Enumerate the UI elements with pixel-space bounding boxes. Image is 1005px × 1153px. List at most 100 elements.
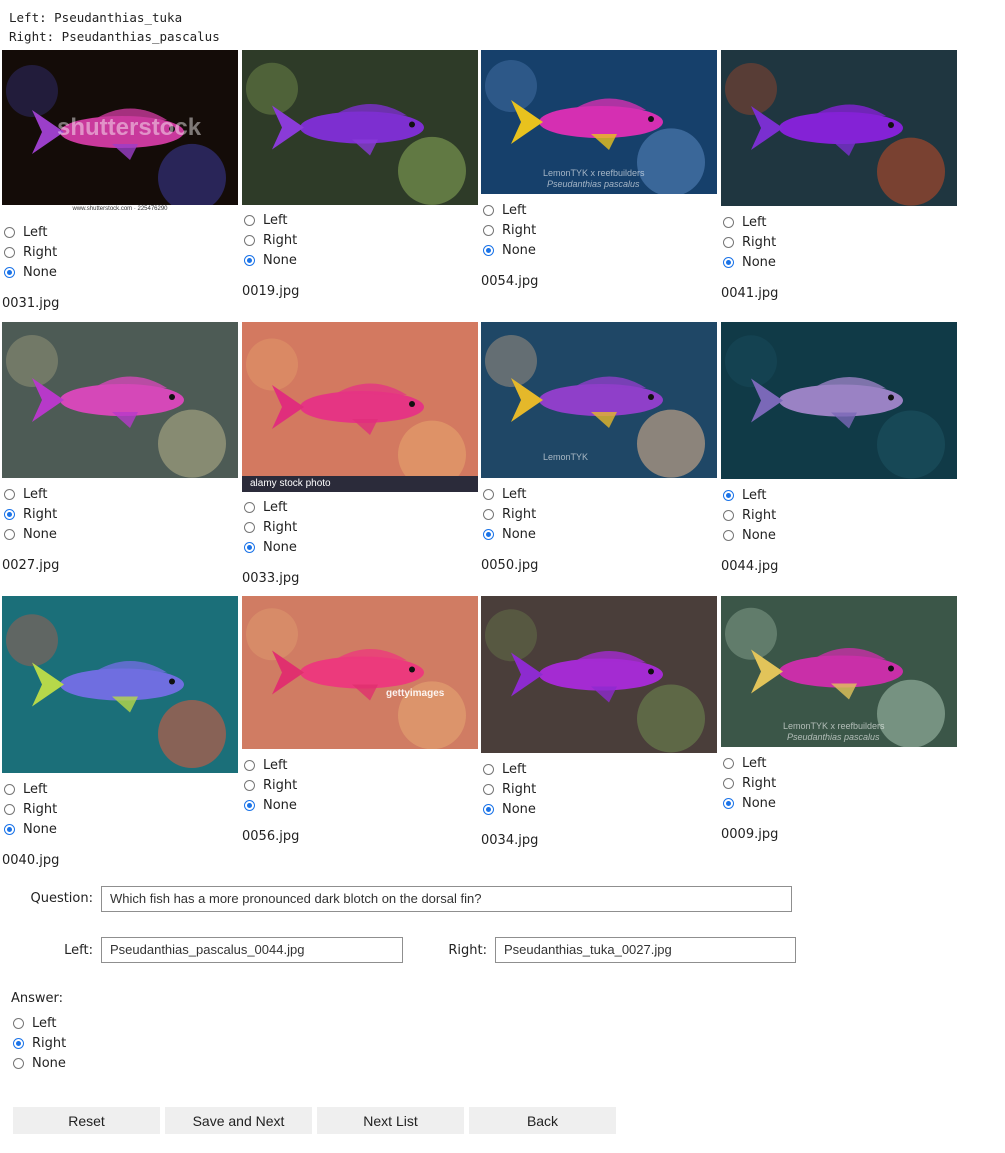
radio-button[interactable] bbox=[4, 823, 15, 835]
radio-button[interactable] bbox=[723, 236, 734, 248]
image-option-right[interactable]: Right bbox=[481, 779, 717, 799]
image-option-right[interactable]: Right bbox=[481, 220, 717, 240]
image-thumbnail: LemonTYK x reefbuilders Pseudanthias pasc… bbox=[721, 596, 957, 747]
radio-button[interactable] bbox=[723, 529, 734, 541]
image-option-left[interactable]: Left bbox=[2, 222, 238, 242]
fish-photo bbox=[242, 50, 478, 205]
image-option-right[interactable]: Right bbox=[481, 504, 717, 524]
image-option-none[interactable]: None bbox=[481, 524, 717, 544]
image-option-left[interactable]: Left bbox=[481, 759, 717, 779]
image-option-right[interactable]: Right bbox=[2, 799, 238, 819]
image-option-right[interactable]: Right bbox=[721, 505, 957, 525]
radio-button[interactable] bbox=[483, 763, 494, 775]
image-option-right[interactable]: Right bbox=[721, 232, 957, 252]
image-filename: 0027.jpg bbox=[2, 558, 60, 573]
image-option-left[interactable]: Left bbox=[481, 484, 717, 504]
radio-button[interactable] bbox=[4, 246, 15, 258]
image-option-none[interactable]: None bbox=[481, 799, 717, 819]
next-list-button[interactable]: Next List bbox=[317, 1107, 464, 1134]
image-option-none[interactable]: None bbox=[721, 525, 957, 545]
fish-photo bbox=[721, 322, 957, 479]
radio-button[interactable] bbox=[244, 779, 255, 791]
image-option-right[interactable]: Right bbox=[242, 517, 478, 537]
image-option-left[interactable]: Left bbox=[2, 484, 238, 504]
image-option-left[interactable]: Left bbox=[721, 753, 957, 773]
image-option-none[interactable]: None bbox=[242, 795, 478, 815]
image-option-right[interactable]: Right bbox=[2, 504, 238, 524]
image-radio-group: Left Right None bbox=[721, 753, 957, 813]
radio-button[interactable] bbox=[483, 508, 494, 520]
right-input[interactable]: Pseudanthias_tuka_0027.jpg bbox=[495, 937, 796, 963]
image-option-right[interactable]: Right bbox=[242, 775, 478, 795]
radio-button[interactable] bbox=[483, 528, 494, 540]
image-option-right[interactable]: Right bbox=[2, 242, 238, 262]
radio-label: None bbox=[23, 821, 57, 837]
radio-label: Right bbox=[23, 506, 58, 522]
back-button[interactable]: Back bbox=[469, 1107, 616, 1134]
radio-button[interactable] bbox=[723, 757, 734, 769]
radio-button[interactable] bbox=[723, 256, 734, 268]
radio-button[interactable] bbox=[4, 783, 15, 795]
answer-option-right[interactable]: Right bbox=[11, 1033, 66, 1053]
radio-button[interactable] bbox=[723, 216, 734, 228]
radio-button[interactable] bbox=[483, 224, 494, 236]
image-option-left[interactable]: Left bbox=[2, 779, 238, 799]
image-option-left[interactable]: Left bbox=[721, 485, 957, 505]
reset-button[interactable]: Reset bbox=[13, 1107, 160, 1134]
image-card: alamy stock photo Left Right None 0033.jpg bbox=[242, 322, 478, 586]
image-option-none[interactable]: None bbox=[2, 262, 238, 282]
image-option-left[interactable]: Left bbox=[242, 210, 478, 230]
radio-button[interactable] bbox=[13, 1037, 24, 1049]
radio-button[interactable] bbox=[244, 501, 255, 513]
image-option-right[interactable]: Right bbox=[721, 773, 957, 793]
image-option-none[interactable]: None bbox=[2, 819, 238, 839]
radio-button[interactable] bbox=[4, 508, 15, 520]
image-thumbnail: LemonTYK x reefbuilders Pseudanthias pasc… bbox=[481, 50, 717, 194]
radio-label: Left bbox=[263, 757, 288, 773]
radio-button[interactable] bbox=[4, 803, 15, 815]
image-option-none[interactable]: None bbox=[721, 252, 957, 272]
answer-option-none[interactable]: None bbox=[11, 1053, 66, 1073]
radio-button[interactable] bbox=[483, 803, 494, 815]
radio-button[interactable] bbox=[483, 244, 494, 256]
image-option-none[interactable]: None bbox=[481, 240, 717, 260]
radio-button[interactable] bbox=[483, 488, 494, 500]
radio-label: Left bbox=[32, 1015, 57, 1031]
radio-button[interactable] bbox=[483, 783, 494, 795]
image-option-left[interactable]: Left bbox=[242, 755, 478, 775]
image-option-none[interactable]: None bbox=[721, 793, 957, 813]
image-option-none[interactable]: None bbox=[242, 250, 478, 270]
radio-button[interactable] bbox=[4, 266, 15, 278]
image-option-left[interactable]: Left bbox=[242, 497, 478, 517]
radio-button[interactable] bbox=[244, 234, 255, 246]
radio-button[interactable] bbox=[244, 799, 255, 811]
radio-button[interactable] bbox=[13, 1017, 24, 1029]
image-option-left[interactable]: Left bbox=[721, 212, 957, 232]
image-option-none[interactable]: None bbox=[2, 524, 238, 544]
radio-button[interactable] bbox=[13, 1057, 24, 1069]
answer-option-left[interactable]: Left bbox=[11, 1013, 66, 1033]
question-input[interactable]: Which fish has a more pronounced dark bl… bbox=[101, 886, 792, 912]
image-option-none[interactable]: None bbox=[242, 537, 478, 557]
save-and-next-button[interactable]: Save and Next bbox=[165, 1107, 312, 1134]
radio-button[interactable] bbox=[723, 777, 734, 789]
left-input[interactable]: Pseudanthias_pascalus_0044.jpg bbox=[101, 937, 403, 963]
species-header: Left: Pseudanthias_tuka Right: Pseudanthi… bbox=[9, 8, 220, 46]
image-option-right[interactable]: Right bbox=[242, 230, 478, 250]
radio-label: Right bbox=[502, 506, 537, 522]
image-thumbnail bbox=[2, 322, 238, 478]
radio-button[interactable] bbox=[244, 759, 255, 771]
radio-button[interactable] bbox=[244, 521, 255, 533]
radio-button[interactable] bbox=[244, 214, 255, 226]
radio-button[interactable] bbox=[244, 254, 255, 266]
radio-button[interactable] bbox=[723, 797, 734, 809]
radio-button[interactable] bbox=[723, 489, 734, 501]
radio-button[interactable] bbox=[4, 488, 15, 500]
radio-button[interactable] bbox=[244, 541, 255, 553]
image-option-left[interactable]: Left bbox=[481, 200, 717, 220]
radio-button[interactable] bbox=[483, 204, 494, 216]
radio-button[interactable] bbox=[4, 226, 15, 238]
radio-label: None bbox=[23, 264, 57, 280]
radio-button[interactable] bbox=[4, 528, 15, 540]
radio-button[interactable] bbox=[723, 509, 734, 521]
